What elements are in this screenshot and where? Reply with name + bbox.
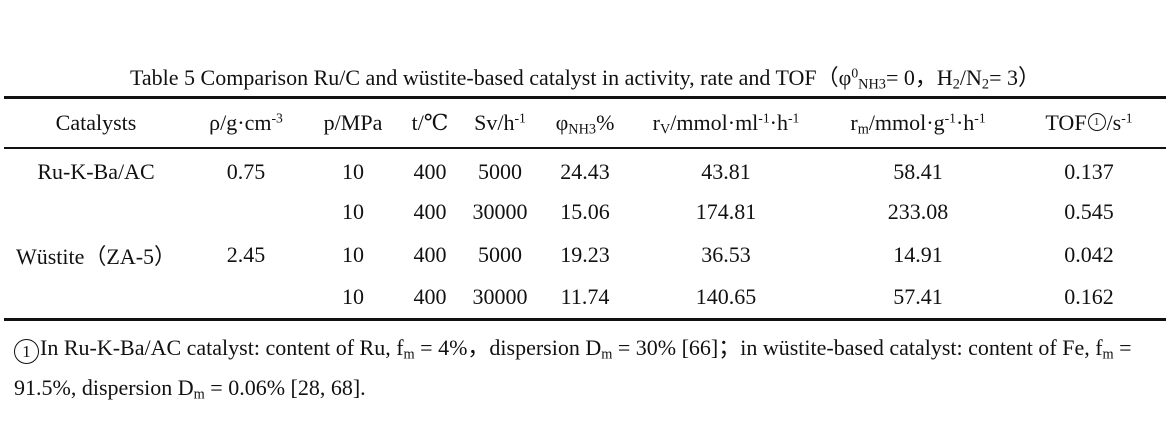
cell-temperature: 400 — [413, 284, 447, 310]
caption-text: /N — [959, 65, 982, 90]
cell-ammonia-fraction: 11.74 — [560, 284, 610, 310]
header-volumetric-rate: rV/mmol·ml-1·h-1 — [652, 109, 800, 138]
cell-tof: 0.545 — [1064, 199, 1114, 224]
cell-catalyst: Ru-K-Ba/AC — [37, 158, 155, 184]
cell-volumetric-rate: 36.53 — [701, 242, 751, 267]
cell-tof: 0.042 — [1064, 242, 1114, 267]
cell-volumetric-rate: 140.65 — [695, 284, 757, 310]
table-row: 10 400 30000 11.74 140.65 57.41 0.162 — [4, 277, 1166, 320]
cell-density — [188, 277, 304, 320]
footnote-subscript: m — [193, 386, 205, 403]
table-row: 10 400 30000 15.06 174.81 233.08 0.545 — [4, 191, 1166, 234]
footnote-subscript: m — [601, 346, 613, 363]
table-footnote: 1 In Ru-K-Ba/AC catalyst: content of Ru, … — [14, 328, 1164, 408]
cell-tof: 0.162 — [1064, 284, 1114, 310]
table-row: Wüstite（ZA-5） 2.45 10 400 5000 19.23 36.… — [4, 234, 1166, 277]
caption-subscript: 2 — [952, 76, 960, 93]
cell-pressure: 10 — [342, 284, 364, 310]
header-mass-rate: rm/mmol·g-1·h-1 — [850, 109, 986, 138]
footnote-subscript: m — [403, 346, 415, 363]
cell-pressure: 10 — [342, 199, 364, 224]
footnote-text: In Ru-K-Ba/AC catalyst: content of Ru, f — [40, 335, 404, 360]
cell-space-velocity: 30000 — [472, 284, 528, 310]
cell-density: 2.45 — [226, 242, 266, 267]
header-space-velocity: Sv/h-1 — [474, 109, 526, 135]
cell-density — [188, 191, 304, 234]
footnote-marker-icon: 1 — [14, 339, 39, 364]
caption-text: = 3） — [989, 65, 1040, 90]
caption-text: Table 5 Comparison Ru/C and wüstite-base… — [130, 65, 852, 90]
footnote-text: = 0.06% [28, 68]. — [204, 375, 366, 400]
cell-volumetric-rate: 43.81 — [701, 158, 751, 184]
table-header-row: Catalysts ρ/g·cm-3 p/MPa t/℃ Sv/h-1 φNH3… — [4, 97, 1166, 148]
cell-ammonia-fraction: 24.43 — [560, 158, 610, 184]
table-caption: Table 5 Comparison Ru/C and wüstite-base… — [0, 60, 1170, 92]
cell-catalyst — [4, 277, 188, 320]
footnote-text: = 30% [66]；in wüstite-based catalyst: co… — [612, 335, 1103, 360]
cell-ammonia-fraction: 15.06 — [560, 199, 610, 224]
cell-catalyst: Wüstite（ZA-5） — [15, 244, 177, 269]
footnote-subscript: m — [1102, 346, 1114, 363]
header-catalysts: Catalysts — [55, 109, 137, 135]
footnote-text: = 91.5%, dispersion D — [14, 335, 1132, 400]
caption-subscript: NH3 — [858, 76, 886, 93]
footnote-marker-icon: 1 — [1087, 112, 1106, 131]
cell-temperature: 400 — [413, 242, 447, 267]
cell-temperature: 400 — [413, 158, 447, 184]
caption-superscript: 0 — [851, 65, 859, 81]
cell-mass-rate: 14.91 — [893, 242, 943, 267]
footnote-text: = 4%，dispersion D — [414, 335, 602, 360]
cell-space-velocity: 30000 — [472, 199, 528, 224]
cell-catalyst — [4, 191, 188, 234]
cell-volumetric-rate: 174.81 — [695, 199, 757, 224]
cell-mass-rate: 58.41 — [893, 158, 943, 184]
cell-mass-rate: 233.08 — [887, 199, 949, 224]
cell-tof: 0.137 — [1064, 158, 1114, 184]
cell-pressure: 10 — [342, 158, 364, 184]
cell-density: 0.75 — [226, 158, 266, 184]
table-row: Ru-K-Ba/AC 0.75 10 400 5000 24.43 43.81 … — [4, 148, 1166, 191]
cell-space-velocity: 5000 — [478, 242, 522, 267]
header-temperature: t/℃ — [411, 109, 449, 135]
catalyst-comparison-table: Catalysts ρ/g·cm-3 p/MPa t/℃ Sv/h-1 φNH3… — [4, 96, 1166, 321]
cell-space-velocity: 5000 — [478, 158, 522, 184]
cell-temperature: 400 — [413, 199, 447, 224]
caption-text: = 0，H — [885, 65, 953, 90]
caption-subscript: 2 — [981, 76, 990, 93]
header-density: ρ/g·cm-3 — [209, 109, 283, 135]
header-tof: TOF 1/s-1 — [1045, 109, 1133, 135]
header-ammonia-fraction: φNH3% — [555, 109, 615, 138]
cell-ammonia-fraction: 19.23 — [560, 242, 610, 267]
header-pressure: p/MPa — [323, 109, 383, 135]
cell-pressure: 10 — [342, 242, 364, 267]
cell-mass-rate: 57.41 — [893, 284, 943, 310]
